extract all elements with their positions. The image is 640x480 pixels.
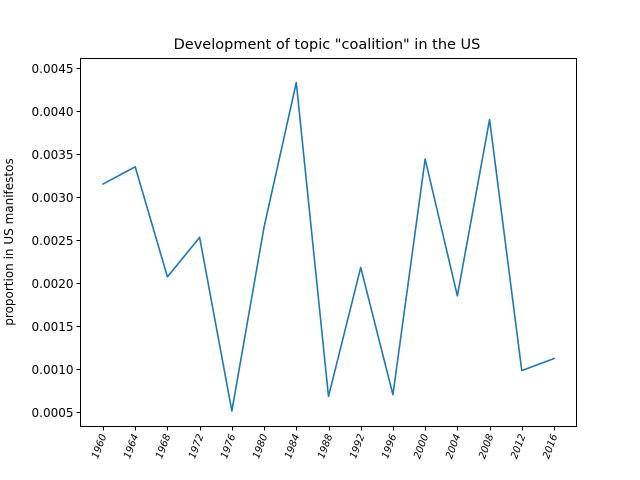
plot-area-frame [80, 58, 577, 427]
y-tick-label: 0.0005 [32, 406, 74, 420]
x-tick-label: 2008 [477, 433, 496, 461]
y-tick-label: 0.0020 [32, 277, 74, 291]
x-tick-label: 1964 [122, 433, 141, 461]
y-tick-label: 0.0035 [32, 148, 74, 162]
y-tick-label: 0.0030 [32, 191, 74, 205]
x-tick-label: 1968 [154, 433, 173, 461]
plot-series [101, 81, 556, 412]
x-tick-label: 1980 [251, 433, 270, 461]
y-tick-label: 0.0010 [32, 363, 74, 377]
x-tick-label: 1972 [187, 433, 206, 461]
y-tick-label: 0.0015 [32, 320, 74, 334]
x-tick-label: 1996 [380, 433, 399, 461]
x-tick-label: 1988 [316, 433, 335, 461]
y-tick-label: 0.0045 [32, 62, 74, 76]
x-tick-label: 2016 [541, 433, 560, 461]
y-tick-label: 0.0025 [32, 234, 74, 248]
y-axis-label: proportion in US manifestos [2, 158, 16, 325]
x-tick-label: 2000 [412, 433, 431, 461]
x-axis: 1960 1964 1968 1972 1976 1980 1984 1988 1992 1996… [90, 426, 560, 461]
series-line-coalition [101, 81, 556, 412]
chart-title: Development of topic "coalition" in the … [174, 37, 481, 53]
x-tick-label: 2012 [509, 433, 528, 461]
x-tick-label: 1992 [348, 433, 367, 461]
x-tick-label: 1960 [90, 433, 109, 461]
x-tick-label: 2004 [444, 433, 463, 461]
y-axis: 0.0005 0.0010 0.0015 0.0020 0.0025 0.0030 0.00… [32, 62, 81, 420]
y-tick-label: 0.0040 [32, 105, 74, 119]
x-tick-label: 1976 [219, 433, 238, 461]
x-tick-label: 1984 [283, 433, 302, 461]
